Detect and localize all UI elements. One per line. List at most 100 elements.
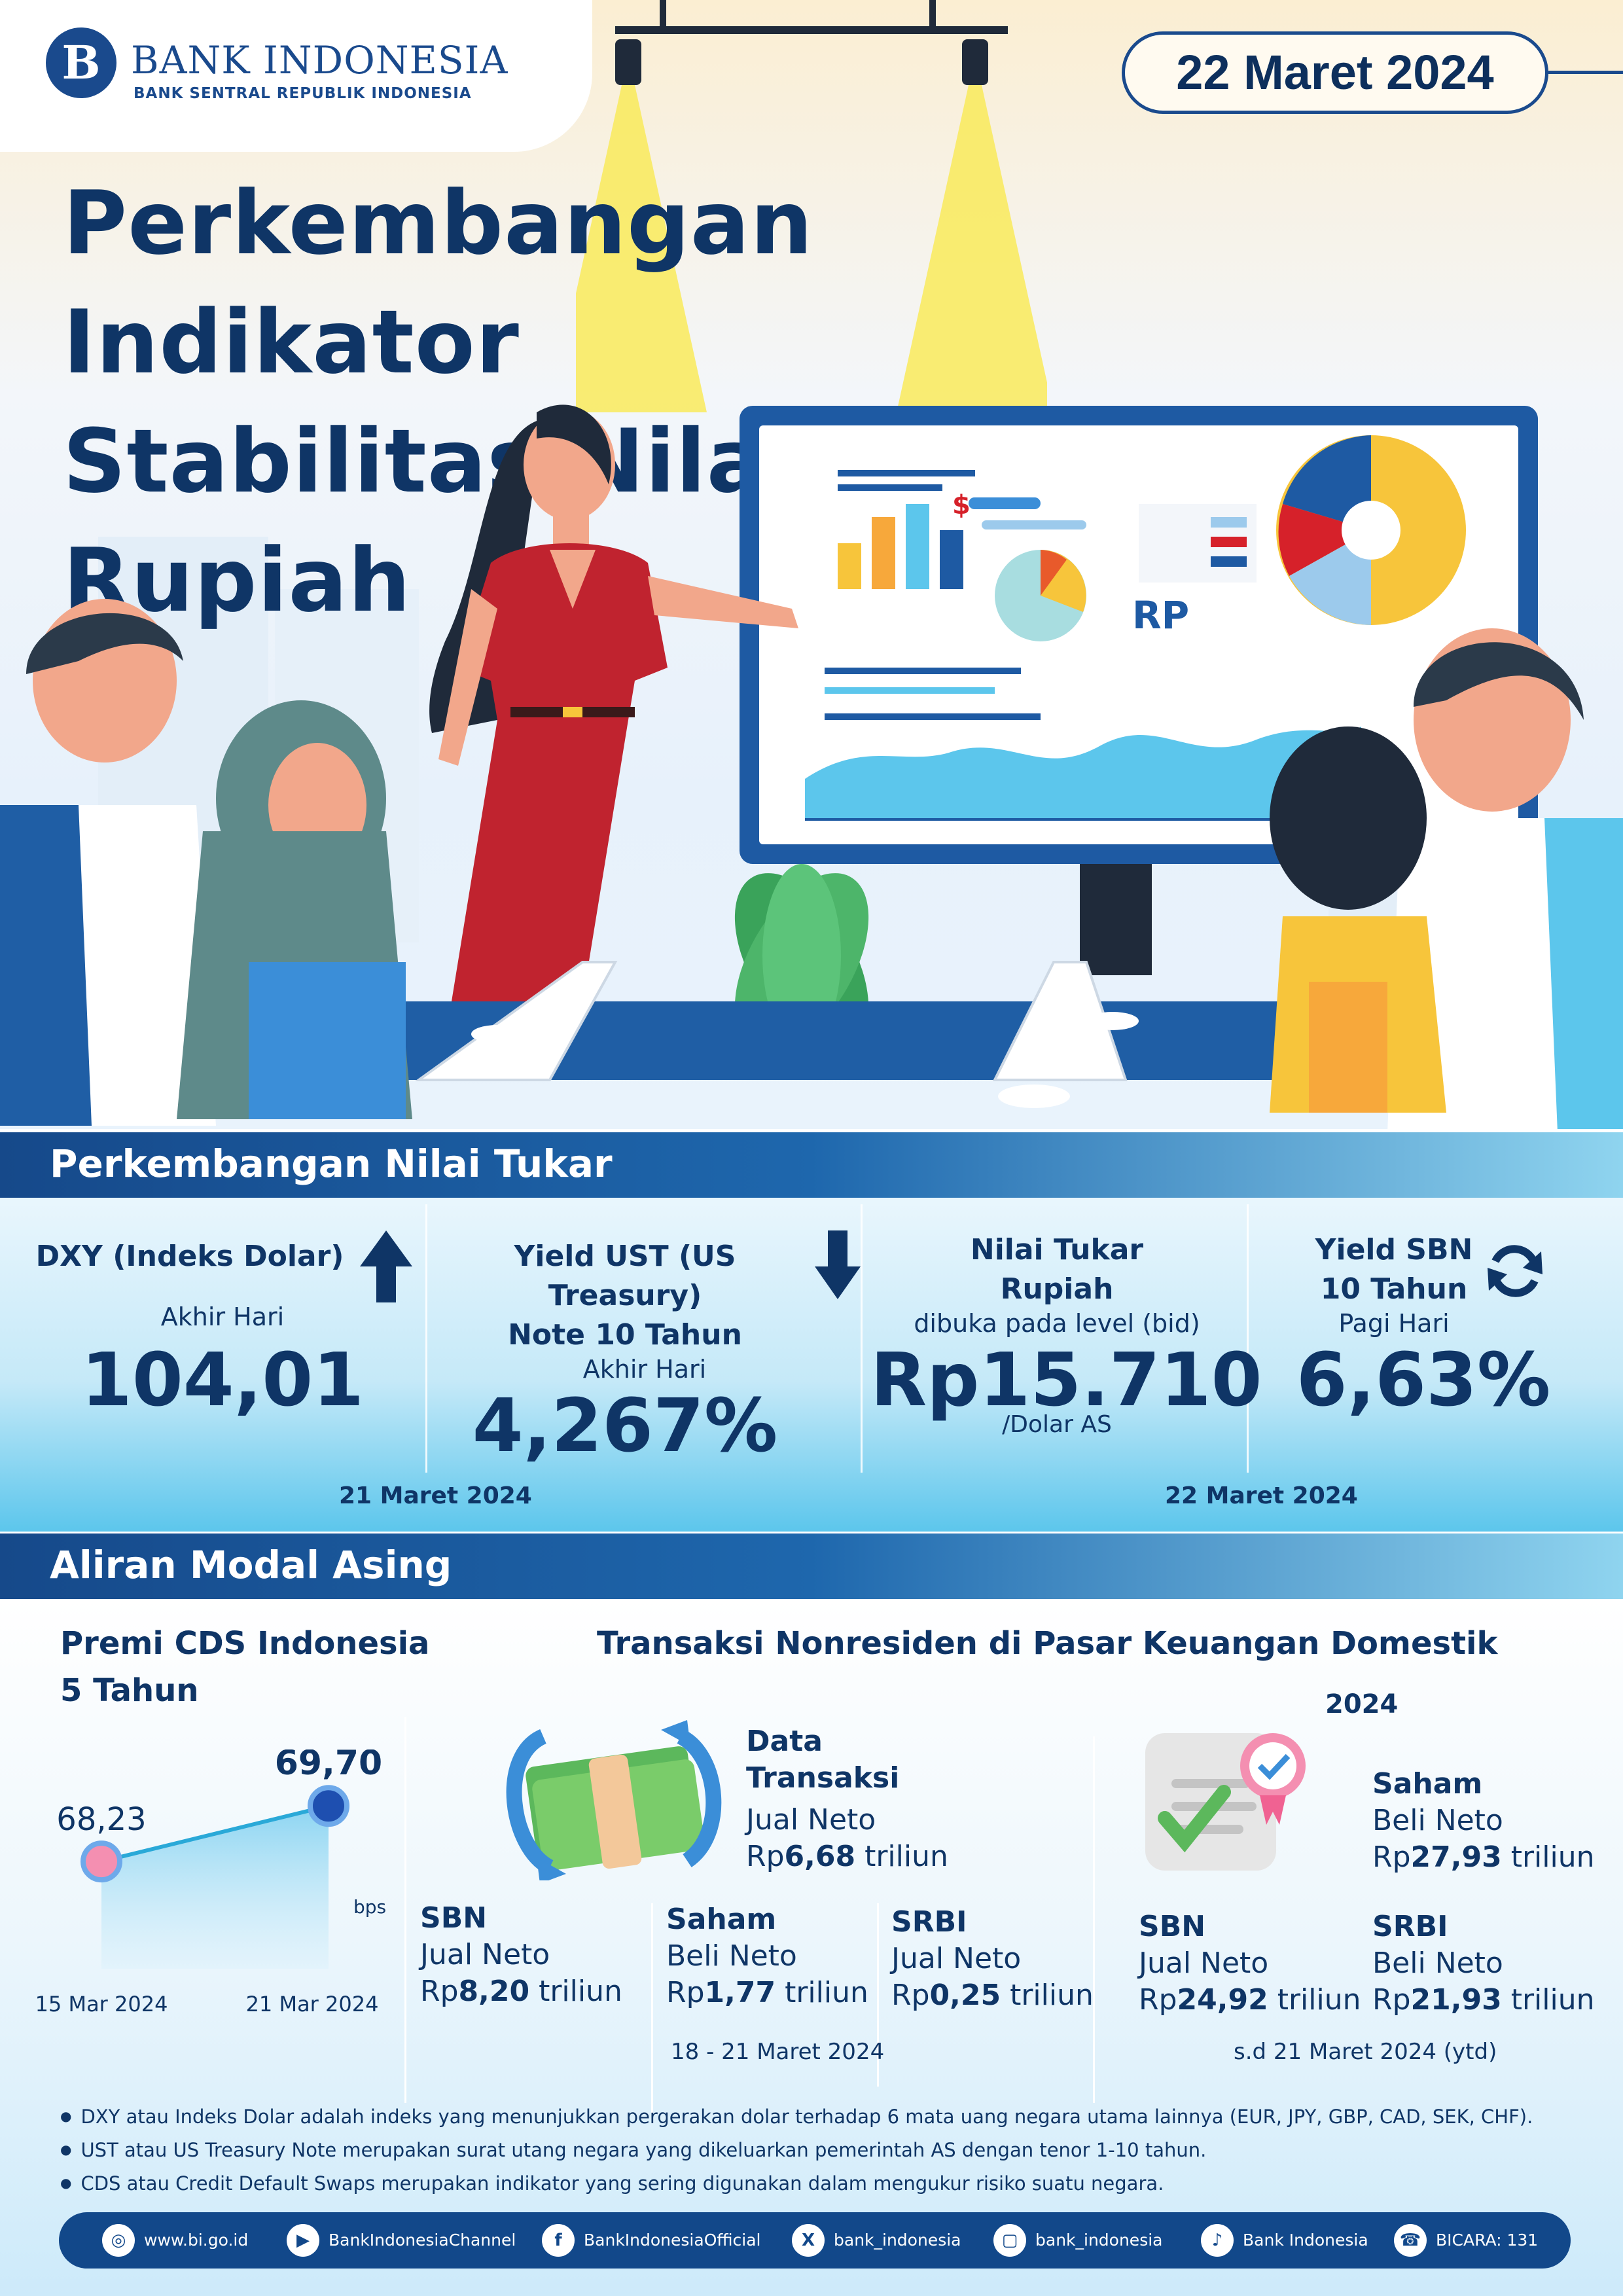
hijab-woman-illustration: [177, 700, 412, 1119]
dxy-label: DXY (Indeks Dolar): [35, 1240, 344, 1273]
footer-facebook-link[interactable]: f BankIndonesiaOfficial: [542, 2224, 761, 2257]
certificate-icon: [1145, 1733, 1306, 1871]
cds-data-point: [308, 1785, 349, 1827]
column-divider: [1093, 1736, 1095, 2103]
weekly-saham-name: Saham: [666, 1903, 777, 1936]
section-header-modal-asing: Aliran Modal Asing: [0, 1534, 1623, 1599]
screen-dollar-label: $: [952, 490, 971, 520]
weekly-saham-status: Beli Neto: [666, 1939, 797, 1973]
footer-instagram-link[interactable]: ▢ bank_indonesia: [993, 2224, 1162, 2257]
x-icon: X: [792, 2224, 825, 2257]
footnote-dxy: DXY atau Indeks Dolar adalah indeks yang…: [60, 2101, 1578, 2134]
rupiah-label-line-1: Nilai Tukar: [970, 1233, 1144, 1266]
weekly-sbn-amount: Rp8,20 triliun: [420, 1973, 622, 2010]
section-header-nilai-tukar: Perkembangan Nilai Tukar: [0, 1132, 1623, 1198]
cds-line-chart: 68,23 15 Mar 2024 69,70 21 Mar 2024 bps: [35, 1749, 387, 2017]
facebook-icon: f: [542, 2224, 575, 2257]
youtube-icon: ▶: [287, 2224, 319, 2257]
footer-bicara-link[interactable]: ☎ BICARA: 131: [1394, 2224, 1538, 2257]
footer-tiktok-link[interactable]: ♪ Bank Indonesia: [1201, 2224, 1368, 2257]
ytd-saham-status: Beli Neto: [1372, 1804, 1503, 1837]
data-transaksi-title-line-1: Data: [746, 1725, 823, 1758]
arrow-down-icon: [815, 1230, 861, 1299]
cds-data-point: [80, 1840, 122, 1883]
footer-youtube-link[interactable]: ▶ BankIndonesiaChannel: [287, 2224, 516, 2257]
amount-suffix: triliun: [855, 1840, 948, 1873]
ytd-year: 2024: [1325, 1689, 1399, 1719]
section-title-modal-asing: Aliran Modal Asing: [50, 1543, 452, 1587]
presentation-monitor: RP $: [740, 406, 1538, 975]
ytd-period: s.d 21 Maret 2024 (ytd): [1234, 2039, 1497, 2065]
footnote-cds: CDS atau Credit Default Swaps merupakan …: [60, 2168, 1578, 2201]
globe-icon: ◎: [102, 2224, 135, 2257]
cds-title-line-1: Premi CDS Indonesia: [60, 1625, 430, 1662]
weekly-period: 18 - 21 Maret 2024: [671, 2039, 885, 2065]
social-footer: ◎ www.bi.go.id ▶ BankIndonesiaChannel f Ban…: [59, 2212, 1571, 2269]
arrow-up-icon: [360, 1230, 412, 1302]
column-divider: [861, 1204, 863, 1473]
weekly-saham-block: Saham Beli Neto Rp1,77 triliun: [666, 1901, 868, 2011]
spotlight-rail-hanger: [929, 0, 936, 29]
cds-area: [101, 1806, 329, 1969]
amount-suffix: triliun: [1268, 1983, 1361, 2017]
hero-illustration-area: B BANK INDONESIA BANK SENTRAL REPUBLIK I…: [0, 0, 1623, 1129]
ytd-sbn-block: SBN Jual Neto Rp24,92 triliun: [1139, 1909, 1361, 2018]
rupiah-label-line-2: Rupiah: [1000, 1272, 1114, 1306]
weekly-saham-amount: Rp1,77 triliun: [666, 1975, 868, 2011]
ytd-srbi-amount: Rp21,93 triliun: [1372, 1982, 1594, 2018]
presenter-illustration: [429, 404, 798, 1001]
ytd-sbn-name: SBN: [1139, 1910, 1206, 1943]
spotlight-rail-hanger: [660, 0, 666, 29]
dxy-sub: Akhir Hari: [160, 1302, 285, 1331]
rate-date-right: 22 Maret 2024: [1165, 1482, 1358, 1509]
amount-suffix: triliun: [776, 1976, 868, 2009]
sbn-card: Yield SBN 10 Tahun Pagi Hari 6,63%: [1260, 1230, 1607, 1423]
bank-name: BANK INDONESIA: [131, 38, 508, 82]
ust-label-line-1: Yield UST (US Treasury): [514, 1240, 736, 1312]
spotlight-beams: [576, 39, 1047, 412]
cds-series-line: [101, 1804, 329, 1864]
amount-suffix: triliun: [1501, 1983, 1595, 2017]
weekly-sbn-status: Jual Neto: [420, 1938, 550, 1971]
section-title-nilai-tukar: Perkembangan Nilai Tukar: [50, 1141, 613, 1186]
footer-label: Bank Indonesia: [1243, 2231, 1368, 2250]
instagram-icon: ▢: [993, 2224, 1026, 2257]
cds-data-label: 69,70: [275, 1749, 382, 1783]
column-divider: [425, 1204, 427, 1473]
footnotes: DXY atau Indeks Dolar adalah indeks yang…: [60, 2101, 1578, 2201]
column-divider: [404, 1717, 406, 2103]
ytd-srbi-name: SRBI: [1372, 1910, 1448, 1943]
sbn-label-line-2: 10 Tahun: [1320, 1272, 1468, 1306]
ytd-saham-block: Saham Beli Neto Rp27,93 triliun: [1372, 1766, 1594, 1876]
data-transaksi-amount: Rp6,68 triliun: [746, 1839, 948, 1875]
ust-card: Yield UST (US Treasury) Note 10 Tahun Ak…: [435, 1230, 861, 1469]
amount-value: 8,20: [458, 1975, 530, 2008]
dxy-card: DXY (Indeks Dolar) Akhir Hari 104,01: [20, 1230, 425, 1423]
weekly-srbi-name: SRBI: [891, 1905, 967, 1939]
ytd-srbi-status: Beli Neto: [1372, 1946, 1503, 1980]
weekly-srbi-amount: Rp0,25 triliun: [891, 1977, 1094, 2014]
data-transaksi-status: Jual Neto: [746, 1803, 876, 1837]
amount-value: 21,93: [1410, 1983, 1502, 2017]
column-divider: [1247, 1204, 1249, 1473]
refresh-icon: [1488, 1245, 1543, 1297]
amount-prefix: Rp: [1139, 1983, 1177, 2017]
cds-x-tick-label: 15 Mar 2024: [35, 1992, 168, 2017]
cds-unit-label: bps: [353, 1896, 386, 1918]
date-line-decoration: [1548, 71, 1623, 74]
rate-date-left: 21 Maret 2024: [339, 1482, 532, 1509]
ust-value: 4,267%: [472, 1384, 778, 1469]
footer-label: bank_indonesia: [1035, 2231, 1163, 2250]
footer-website-link[interactable]: ◎ www.bi.go.id: [102, 2224, 248, 2257]
data-transaksi-block: Data Transaksi Jual Neto Rp6,68 triliun: [746, 1723, 948, 1875]
cds-x-tick-label: 21 Mar 2024: [246, 1992, 379, 2017]
amount-prefix: Rp: [1372, 1983, 1411, 2017]
rupiah-unit: /Dolar AS: [1002, 1411, 1112, 1438]
ytd-sbn-amount: Rp24,92 triliun: [1139, 1982, 1361, 2018]
screen-rp-label: RP: [1132, 593, 1189, 637]
bank-indonesia-logo-icon: B: [46, 27, 116, 98]
column-divider: [651, 1903, 653, 2113]
ytd-saham-name: Saham: [1372, 1767, 1483, 1801]
sbn-sub: Pagi Hari: [1338, 1309, 1450, 1338]
